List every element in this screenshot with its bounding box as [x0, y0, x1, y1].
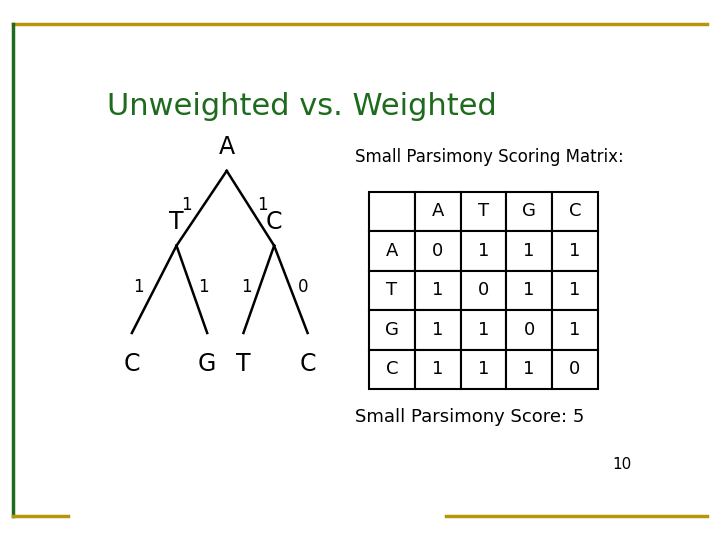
Bar [461, 192, 506, 231]
Text: 1: 1 [181, 196, 192, 214]
Bar [461, 349, 506, 389]
Text: 0: 0 [523, 321, 535, 339]
Bar [552, 349, 598, 389]
Text: Unweighted vs. Weighted: Unweighted vs. Weighted [107, 92, 497, 121]
Text: 1: 1 [523, 242, 535, 260]
Bar [415, 231, 461, 271]
Bar [415, 310, 461, 349]
Text: A: A [219, 135, 235, 159]
Text: 1: 1 [477, 321, 489, 339]
Text: 1: 1 [198, 278, 208, 296]
Text: 1: 1 [570, 281, 580, 299]
Bar [415, 192, 461, 231]
Text: 1: 1 [257, 196, 268, 214]
Text: 1: 1 [570, 321, 580, 339]
Text: 1: 1 [432, 360, 444, 379]
Text: 0: 0 [432, 242, 444, 260]
Text: 1: 1 [477, 360, 489, 379]
Text: G: G [385, 321, 399, 339]
Bar [461, 231, 506, 271]
Text: 1: 1 [477, 242, 489, 260]
Bar [506, 310, 552, 349]
Text: C: C [386, 360, 398, 379]
Bar [506, 271, 552, 310]
Bar [552, 231, 598, 271]
Text: Small Parsimony Scoring Matrix:: Small Parsimony Scoring Matrix: [355, 148, 624, 166]
Text: 1: 1 [432, 281, 444, 299]
Text: A: A [386, 242, 398, 260]
Text: G: G [522, 202, 536, 220]
Text: A: A [431, 202, 444, 220]
Text: 1: 1 [133, 278, 144, 296]
Bar [369, 192, 415, 231]
Bar [506, 192, 552, 231]
Text: 10: 10 [612, 457, 631, 472]
Bar [506, 231, 552, 271]
Bar [461, 310, 506, 349]
Bar [369, 310, 415, 349]
Text: G: G [198, 352, 217, 376]
Text: C: C [124, 352, 140, 376]
Bar [552, 310, 598, 349]
Text: T: T [387, 281, 397, 299]
Text: T: T [478, 202, 489, 220]
Text: 1: 1 [432, 321, 444, 339]
Text: C: C [300, 352, 316, 376]
Text: 1: 1 [570, 242, 580, 260]
Bar [552, 192, 598, 231]
Text: 1: 1 [523, 360, 535, 379]
Text: 1: 1 [241, 278, 252, 296]
Text: Small Parsimony Score: 5: Small Parsimony Score: 5 [355, 408, 585, 426]
Text: T: T [169, 210, 184, 234]
Bar [369, 349, 415, 389]
Bar [415, 271, 461, 310]
Bar [369, 271, 415, 310]
Bar [552, 271, 598, 310]
Text: 0: 0 [298, 278, 308, 296]
Bar [415, 349, 461, 389]
Text: 0: 0 [478, 281, 489, 299]
Text: T: T [236, 352, 251, 376]
Text: C: C [569, 202, 581, 220]
Bar [506, 349, 552, 389]
Text: C: C [266, 210, 282, 234]
Text: 0: 0 [570, 360, 580, 379]
Bar [461, 271, 506, 310]
Bar [369, 231, 415, 271]
Text: 1: 1 [523, 281, 535, 299]
